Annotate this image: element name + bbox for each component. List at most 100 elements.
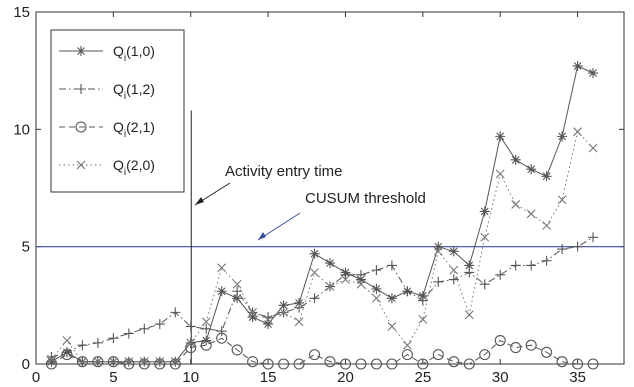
series-line [51,236,594,358]
data-point [557,195,567,205]
data-point [185,321,196,332]
legend-item: Qi(2,0) [59,157,155,178]
data-point [263,315,273,324]
x-tick-label: 15 [260,369,277,386]
data-point [448,274,459,285]
data-point [494,334,506,347]
data-point [201,323,212,334]
data-point [418,315,428,324]
data-point [200,339,212,351]
x-tick-label: 5 [109,369,117,386]
legend-marker [76,46,86,56]
data-point [433,276,444,287]
data-point [510,154,521,165]
legend-label: Qi(2,0) [113,157,155,178]
data-point [511,200,521,209]
data-point [279,307,288,317]
data-point [479,349,491,361]
data-point [325,258,335,269]
data-point [495,269,506,280]
data-point [294,302,305,313]
data-point [263,319,274,330]
data-point [541,346,553,358]
data-point [402,340,412,350]
data-point [587,358,599,370]
data-point [294,317,304,327]
legend: Qi(1,0) Qi(1,2) Qi(2,1) Qi(2,0) [50,29,185,193]
data-point [278,358,290,370]
data-point [526,164,537,175]
data-point [433,241,444,252]
data-point [341,275,350,284]
axes-layer: 0 5 10 15 20 25 30 35 0 5 10 15 [13,4,625,386]
x-tick-label: 30 [492,369,509,386]
data-point [588,68,599,79]
x-tick-label: 35 [569,369,586,386]
legend-marker [76,84,86,94]
data-point [572,60,583,71]
series-line [51,130,594,363]
data-point [464,260,475,271]
data-point [262,358,274,370]
data-point [557,244,568,255]
data-point [78,357,87,367]
data-point [325,282,335,291]
legend-marker [76,160,86,170]
data-point [402,286,413,297]
data-layer [36,60,624,370]
data-point [463,358,475,370]
data-point [263,312,274,323]
data-point [371,265,382,276]
data-point [186,338,196,348]
y-tick-label: 15 [13,4,30,21]
x-tick-label: 25 [414,369,431,386]
data-point [495,169,505,179]
data-point [510,260,521,271]
data-point [448,356,460,368]
data-point [170,307,181,318]
data-point [76,356,88,368]
data-point [108,333,119,344]
data-point [572,241,583,252]
data-point [479,206,490,217]
data-point [231,344,243,356]
activity-entry-arrowhead [195,197,204,205]
data-point [248,307,258,317]
data-point [417,358,429,370]
data-point [93,357,103,367]
data-point [232,293,243,304]
data-point [62,336,72,345]
data-point [61,347,72,358]
x-tick-label: 20 [337,369,354,386]
data-point [572,358,584,370]
y-tick-label: 0 [22,356,30,373]
data-point [232,279,242,289]
data-point [556,356,568,368]
y-tick-label: 5 [22,239,30,256]
data-point [47,354,56,364]
data-point [355,358,367,370]
data-point [386,260,397,271]
data-point [542,221,552,230]
data-point [340,269,351,280]
legend-label: Qi(2,1) [113,119,155,140]
data-point [170,357,180,367]
data-point [216,332,228,344]
x-tick-label: 10 [182,369,199,386]
data-point [309,248,320,259]
data-point [557,131,568,142]
activity-entry-label: Activity entry time [225,163,343,180]
data-point [201,317,211,327]
data-point [480,232,490,242]
data-point [525,339,537,351]
y-tick-label: 10 [13,121,30,138]
legend-item: Qi(2,1) [59,119,155,140]
data-point [77,340,88,351]
data-point [386,358,398,370]
series-20 [47,127,598,367]
data-point [448,246,459,257]
data-point [510,342,522,354]
data-point [526,260,537,271]
legend-label: Qi(1,0) [113,43,155,64]
